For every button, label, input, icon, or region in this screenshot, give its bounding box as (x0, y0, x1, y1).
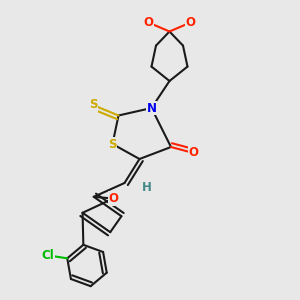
Text: O: O (108, 192, 118, 205)
Text: Cl: Cl (41, 249, 54, 262)
Text: O: O (185, 16, 196, 29)
Text: S: S (89, 98, 97, 112)
Text: N: N (146, 101, 157, 115)
Text: S: S (108, 137, 117, 151)
Text: H: H (142, 181, 152, 194)
Text: O: O (188, 146, 199, 160)
Text: O: O (143, 16, 154, 29)
